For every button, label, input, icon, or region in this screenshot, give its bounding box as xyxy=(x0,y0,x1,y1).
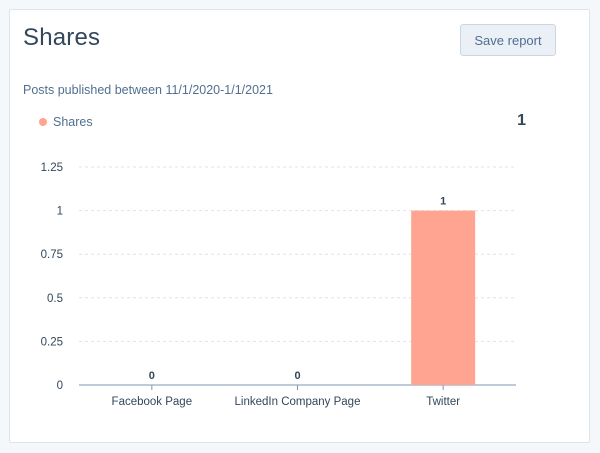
legend-swatch xyxy=(39,118,47,126)
total-value: 1 xyxy=(517,112,526,129)
x-category-label: LinkedIn Company Page xyxy=(235,396,361,408)
report-title: Shares xyxy=(23,24,101,51)
x-category-label: Twitter xyxy=(426,396,460,408)
chart-legend: Shares xyxy=(39,115,93,129)
data-label: 0 xyxy=(294,370,300,382)
y-tick-label: 1 xyxy=(57,206,63,218)
date-range-subtitle: Posts published between 11/1/2020-1/1/20… xyxy=(23,83,273,97)
legend-label: Shares xyxy=(53,115,93,129)
y-tick-label: 0.75 xyxy=(41,249,63,261)
save-report-button[interactable]: Save report xyxy=(460,24,556,56)
data-label: 0 xyxy=(149,370,155,382)
bar xyxy=(411,210,476,385)
y-tick-label: 1.25 xyxy=(41,162,63,174)
x-category-label: Facebook Page xyxy=(112,396,193,408)
y-tick-label: 0.5 xyxy=(47,293,63,305)
y-tick-label: 0 xyxy=(57,380,63,392)
data-label: 1 xyxy=(440,196,446,208)
report-card xyxy=(9,9,590,443)
y-tick-label: 0.25 xyxy=(41,336,63,348)
